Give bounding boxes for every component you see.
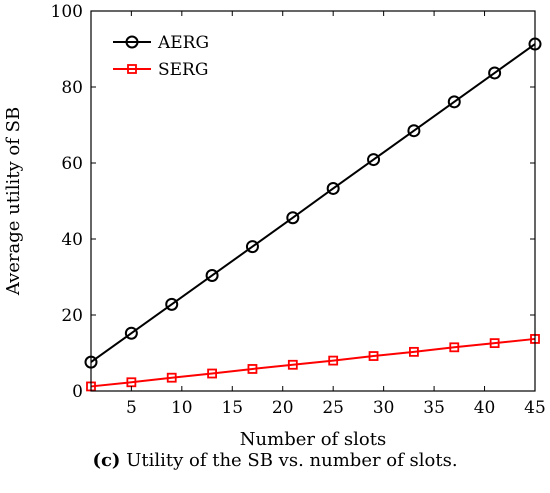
data-point-aerg xyxy=(286,211,300,225)
caption-prefix: (c) xyxy=(92,450,121,471)
data-point-aerg xyxy=(245,240,259,254)
series-serg xyxy=(86,334,540,392)
y-tick-label: 0 xyxy=(72,382,83,402)
data-point-aerg xyxy=(367,153,381,167)
series-line-aerg xyxy=(90,43,536,363)
data-point-aerg xyxy=(447,95,461,109)
data-point-serg xyxy=(409,346,419,357)
legend-label: SERG xyxy=(158,60,208,80)
legend-entry-serg: SERG xyxy=(113,60,208,80)
caption-text: Utility of the SB vs. number of slots. xyxy=(126,450,458,471)
legend-label: AERG xyxy=(157,33,209,53)
legend-entry-aerg: AERG xyxy=(113,33,209,53)
x-tick-label: 5 xyxy=(126,398,137,418)
y-tick-label: 100 xyxy=(51,2,83,22)
x-tick-label: 25 xyxy=(322,398,344,418)
x-tick-label: 10 xyxy=(171,398,193,418)
data-point-serg xyxy=(328,355,339,366)
data-point-aerg xyxy=(326,181,340,195)
data-point-aerg xyxy=(165,297,179,311)
chart: 5 10 15 20 25 30 35 40 45 0 20 40 60 80 100 AERG SERG N… xyxy=(3,2,546,450)
y-tick-label: 80 xyxy=(61,78,83,98)
series-aerg xyxy=(84,37,542,369)
data-point-aerg xyxy=(488,66,502,80)
series-line-serg xyxy=(90,337,536,388)
data-point-serg xyxy=(449,342,460,353)
data-point-serg xyxy=(368,351,379,361)
figure-caption: (c) Utility of the SB vs. number of slot… xyxy=(0,450,550,471)
data-point-aerg xyxy=(124,326,138,340)
x-tick-label: 45 xyxy=(524,398,546,418)
y-tick-label: 20 xyxy=(61,306,83,326)
plot-marks xyxy=(84,37,542,392)
x-axis-label: Number of slots xyxy=(240,429,386,450)
data-point-aerg xyxy=(407,124,421,138)
legend-marker xyxy=(127,64,137,74)
data-point-aerg xyxy=(205,268,219,282)
legend: AERG SERG xyxy=(113,33,209,80)
x-tick-label: 15 xyxy=(221,398,243,418)
axis-ticks: 5 10 15 20 25 30 35 40 45 0 20 40 60 80 100 xyxy=(51,2,546,418)
y-axis-label: Average utility of SB xyxy=(3,107,24,296)
x-tick-label: 35 xyxy=(423,398,445,418)
y-tick-label: 60 xyxy=(61,154,83,174)
plot-frame xyxy=(90,10,536,392)
data-point-serg xyxy=(207,368,217,379)
data-point-serg xyxy=(489,338,500,349)
x-tick-label: 30 xyxy=(373,398,395,418)
data-point-serg xyxy=(166,372,177,383)
y-tick-label: 40 xyxy=(61,230,83,250)
data-point-serg xyxy=(287,359,298,370)
x-tick-label: 20 xyxy=(272,398,294,418)
legend-marker xyxy=(125,35,139,49)
data-point-serg xyxy=(247,364,258,374)
x-tick-label: 40 xyxy=(474,398,496,418)
